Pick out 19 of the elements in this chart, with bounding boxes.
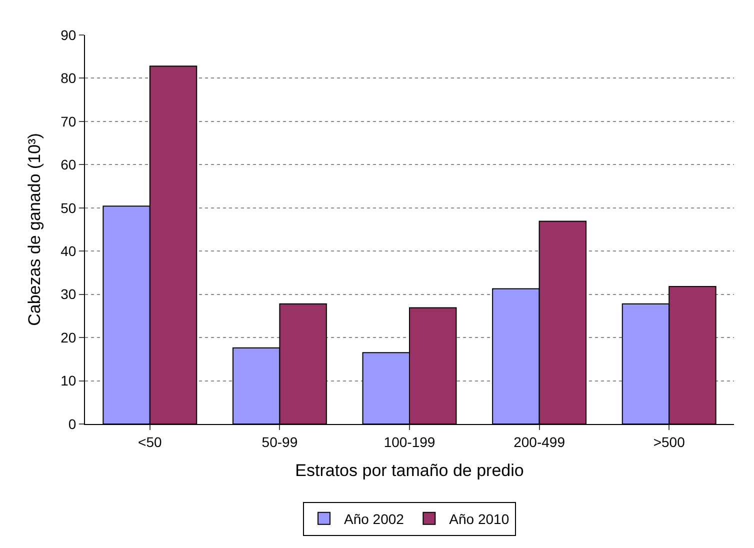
legend-label: Año 2002 (344, 510, 404, 527)
y-tick-label: 30 (60, 286, 76, 302)
y-tick-label: 40 (60, 243, 76, 260)
y-tick-label: 20 (60, 329, 76, 346)
x-tick-label: 200-499 (514, 434, 566, 450)
y-axis-title: Cabezas de ganado (10³) (25, 133, 44, 326)
x-tick-label: >500 (653, 434, 686, 450)
y-tick-label: 90 (60, 26, 76, 43)
x-axis-title: Estratos por tamaño de predio (295, 461, 524, 480)
y-tick-label: 80 (60, 70, 76, 86)
y-tick-label: 10 (60, 372, 76, 389)
x-tick-label: 50-99 (262, 434, 298, 450)
x-tick-label: 100-199 (384, 434, 436, 450)
y-tick-label: 60 (60, 156, 76, 173)
y-tick-label: 70 (60, 113, 76, 130)
y-tick-label: 50 (60, 200, 76, 216)
y-tick-label: 0 (68, 416, 76, 432)
x-tick-label: <50 (138, 434, 162, 450)
legend-label: Año 2010 (449, 510, 510, 527)
